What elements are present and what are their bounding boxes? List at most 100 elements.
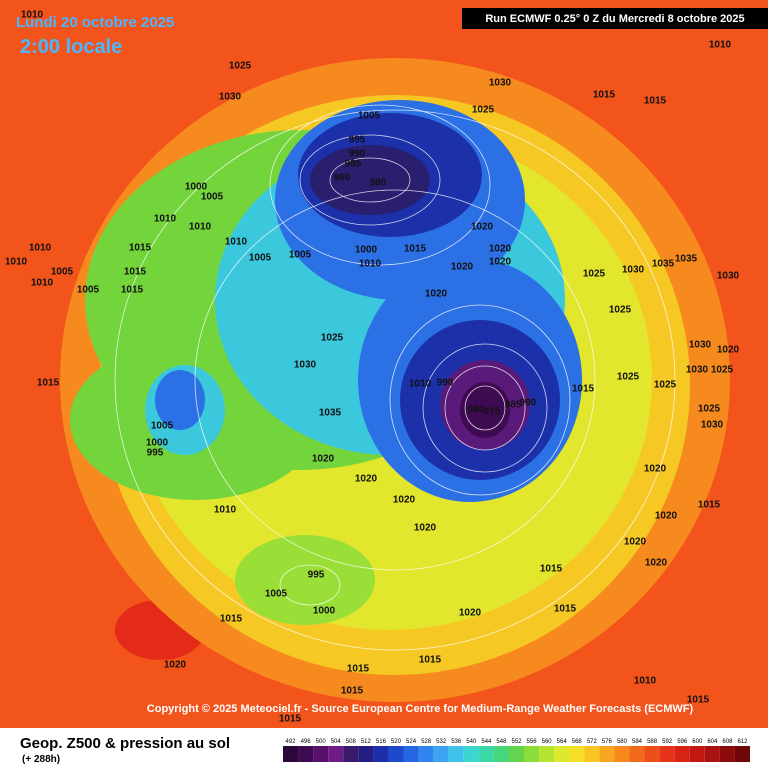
colorbar-label: 600 xyxy=(692,739,703,745)
isobar-label: 1015 xyxy=(129,243,152,254)
colorbar-label: 608 xyxy=(722,739,733,745)
isobar-label: 990 xyxy=(437,378,454,389)
credit: Copyright © 2025 Meteociel.fr - Source E… xyxy=(147,703,694,715)
isobar-label: 980 xyxy=(370,178,387,189)
colorbar-label: 512 xyxy=(361,739,372,745)
isobar-label: 995 xyxy=(349,135,366,146)
isobar-label: 1030 xyxy=(489,78,512,89)
isobar-label: 1020 xyxy=(644,464,667,475)
colorbar-label: 612 xyxy=(737,739,748,745)
isobar-label: 1030 xyxy=(701,420,724,431)
isobar-label: 1020 xyxy=(355,474,378,485)
isobar-label: 1015 xyxy=(687,695,710,706)
isobar-label: 980 xyxy=(468,405,485,416)
colorbar-swatch xyxy=(674,746,690,762)
colorbar-swatch xyxy=(719,746,735,762)
colorbar-label: 544 xyxy=(481,739,492,745)
colorbar-swatch xyxy=(554,746,570,762)
isobar-label: 1010 xyxy=(189,222,212,233)
isobar-label: 1030 xyxy=(689,340,712,351)
isobar-label: 1020 xyxy=(645,558,668,569)
isobar-label: 1010 xyxy=(709,40,732,51)
isobar-label: 1025 xyxy=(583,269,606,280)
isobar-label: 1025 xyxy=(617,372,640,383)
colorbar-swatch xyxy=(539,746,555,762)
colorbar-swatch xyxy=(508,746,525,762)
colorbar-label: 596 xyxy=(677,739,688,745)
isobar-label: 1020 xyxy=(451,262,474,273)
isobar-label: 995 xyxy=(147,448,164,459)
colorbar-label: 564 xyxy=(557,739,568,745)
colorbar-label: 492 xyxy=(286,739,297,745)
colorbar-label: 516 xyxy=(376,739,387,745)
colorbar-swatch xyxy=(569,746,585,762)
colorbar-label: 552 xyxy=(511,739,522,745)
isobar-label: 1010 xyxy=(409,379,432,390)
colorbar-swatch xyxy=(313,746,329,762)
isobar-label: 1000 xyxy=(146,438,169,449)
isobar-label: 1010 xyxy=(359,259,382,270)
colorbar-swatch xyxy=(644,746,660,762)
isobar-label: 980 xyxy=(334,173,351,184)
isobar-label: 1005 xyxy=(358,111,381,122)
isobar-label: 1000 xyxy=(313,606,336,617)
colorbar-swatch xyxy=(689,746,705,762)
colorbar-swatch xyxy=(478,746,494,762)
isobar-label: 1030 xyxy=(717,271,740,282)
isobar-label: 1005 xyxy=(289,250,312,261)
isobar-label: 1015 xyxy=(121,285,144,296)
colorbar-label: 496 xyxy=(301,739,312,745)
isobar-label: 1020 xyxy=(717,345,740,356)
isobar-label: 1030 xyxy=(622,265,645,276)
isobar-label: 1010 xyxy=(214,505,237,516)
colorbar-label: 500 xyxy=(316,739,327,745)
colorbar-label: 540 xyxy=(466,739,477,745)
isobar-label: 1015 xyxy=(404,244,427,255)
colorbar-label: 556 xyxy=(527,739,538,745)
colorbar-swatch xyxy=(524,746,540,762)
contour-blue xyxy=(155,370,205,430)
isobar-label: 1005 xyxy=(265,589,288,600)
date: Lundi 20 octobre 2025 xyxy=(16,14,174,31)
colorbar-label: 532 xyxy=(436,739,447,745)
isobar-label: 1020 xyxy=(414,523,437,534)
colorbar-swatch xyxy=(358,746,374,762)
colorbar-label: 576 xyxy=(602,739,613,745)
isobar-label: 1005 xyxy=(151,421,174,432)
colorbar-swatch xyxy=(403,746,419,762)
colorbar-label: 528 xyxy=(421,739,432,745)
footer-title: Geop. Z500 & pression au sol xyxy=(20,735,230,752)
colorbar-swatch xyxy=(493,746,509,762)
isobar-label: 1010 xyxy=(31,278,54,289)
isobar-label: 1015 xyxy=(554,604,577,615)
isobar-label: 1015 xyxy=(347,664,370,675)
isobar-label: 1020 xyxy=(459,608,482,619)
colorbar-swatch xyxy=(298,746,314,762)
colorbar-swatch xyxy=(388,746,404,762)
colorbar-swatch xyxy=(599,746,615,762)
isobar-label: 1015 xyxy=(124,267,147,278)
isobar-label: 1010 xyxy=(634,676,657,687)
isobar-label: 1000 xyxy=(185,182,208,193)
time: 2:00 locale xyxy=(20,36,122,58)
isobar-label: 1020 xyxy=(471,222,494,233)
isobars xyxy=(114,104,676,651)
colorbar-swatch xyxy=(704,746,720,762)
colorbar-label: 572 xyxy=(587,739,598,745)
colorbar-label: 580 xyxy=(617,739,628,745)
isobar-label: 1025 xyxy=(321,333,344,344)
contour-deep-purple xyxy=(460,382,510,438)
isobar-label: 985 xyxy=(345,159,362,170)
isobar-label: 1015 xyxy=(593,90,616,101)
colorbar-label: 548 xyxy=(496,739,507,745)
colorbar-swatch xyxy=(629,746,645,762)
isobar-label: 1010 xyxy=(5,257,28,268)
colorbar-swatch xyxy=(283,746,299,762)
isobar-label: 1030 xyxy=(219,92,242,103)
colorbar-label: 588 xyxy=(647,739,658,745)
isobar-label: 1005 xyxy=(249,253,272,264)
isobar-label: 1015 xyxy=(341,686,364,697)
colorbar-swatch xyxy=(659,746,675,762)
